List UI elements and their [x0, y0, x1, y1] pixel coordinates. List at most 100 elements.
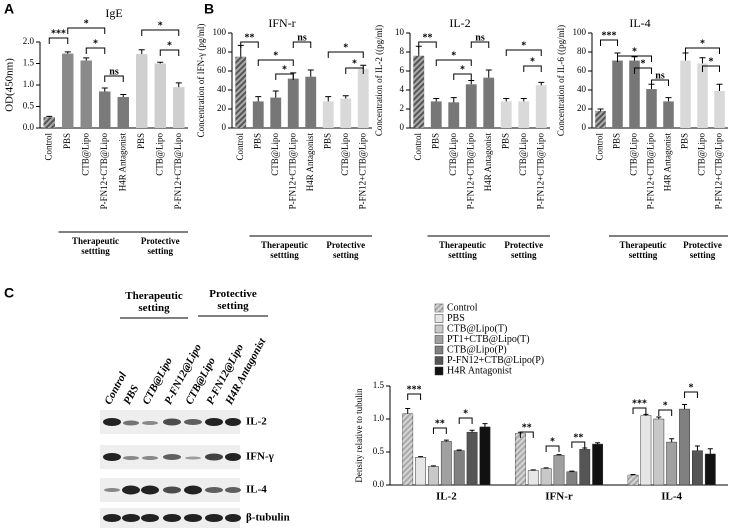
significance-bracket	[684, 391, 698, 398]
significance-bracket	[67, 27, 106, 34]
chart-title: IL-2	[449, 16, 470, 30]
error-bar	[543, 467, 549, 469]
group-label: Protective setting	[140, 236, 180, 256]
y-tick-label: 0	[400, 122, 405, 132]
error-bar	[450, 97, 457, 103]
significance-label: *	[688, 382, 693, 393]
band	[123, 420, 139, 426]
y-tick-label: 2	[400, 103, 405, 113]
x-tick-label: CTB@Lipo	[448, 133, 458, 176]
bar	[428, 466, 439, 486]
error-bar	[520, 98, 527, 102]
band	[141, 485, 159, 495]
band	[184, 419, 202, 425]
y-tick-label: 20	[577, 103, 587, 113]
legend-label: H4R Antagonist	[447, 365, 512, 376]
x-tick-label: H4R Antagonist	[117, 133, 127, 192]
y-tick-label: 0.0	[23, 122, 35, 132]
bar	[704, 453, 716, 486]
significance-label: **	[435, 418, 445, 429]
error-bar	[656, 416, 662, 419]
band	[122, 514, 140, 522]
x-tick-label: P-FN12+CTB@Lipo	[173, 133, 183, 210]
bar	[154, 63, 166, 128]
group-label: Protective setting	[504, 240, 544, 260]
y-tick-label: 0.0	[373, 479, 385, 489]
group-label: Protective setting	[326, 240, 366, 260]
legend-swatch	[434, 366, 444, 376]
bar	[340, 98, 352, 128]
error-bar	[456, 449, 462, 451]
significance-label: ns	[655, 70, 665, 81]
y-axis-label: Concentration of IL-6 ((pg/ml)	[556, 25, 566, 136]
bar	[440, 441, 452, 486]
legend-label: Control	[447, 302, 478, 313]
x-tick-label: P-FN12+CTB@Lipo	[99, 133, 109, 210]
bar	[173, 87, 185, 128]
x-tick-label: CTB@Lipo	[697, 133, 707, 176]
y-tick-label: 4	[400, 84, 405, 94]
band	[142, 421, 158, 425]
y-tick-label: 80	[577, 46, 587, 56]
error-bar	[682, 403, 688, 410]
significance-bracket	[702, 65, 720, 72]
significance-bracket	[658, 409, 673, 416]
significance-bracket	[685, 47, 720, 54]
significance-label: *	[709, 56, 714, 67]
bar	[448, 102, 460, 128]
x-tick-label: P-FN12+CTB@Lipo	[287, 133, 297, 210]
y-tick-label: 1.0	[23, 79, 35, 89]
error-bar	[468, 80, 475, 85]
error-bar	[255, 96, 262, 102]
bar	[518, 101, 530, 128]
error-bar	[538, 81, 545, 86]
significance-label: *	[700, 38, 705, 49]
x-tick-label: Control	[595, 133, 605, 161]
significance-bracket	[432, 427, 447, 434]
bar	[566, 471, 578, 486]
significance-label: **	[423, 32, 433, 43]
error-bar	[582, 447, 588, 450]
x-tick-label: IFN-r	[545, 491, 573, 503]
bar	[483, 77, 495, 128]
x-tick-label: CTB@Lipo	[80, 133, 90, 176]
significance-bracket	[470, 41, 490, 48]
significance-bracket	[545, 445, 560, 452]
x-tick-label: PBS	[252, 133, 262, 149]
error-bar	[482, 423, 488, 427]
x-tick-label: Control	[43, 133, 53, 161]
band	[184, 514, 202, 522]
y-tick-label: 0	[222, 122, 227, 132]
error-bar	[595, 442, 601, 445]
error-bar	[556, 454, 562, 456]
legend-label: CTB@Lipo(T)	[447, 323, 507, 334]
x-tick-label: CTB@Lipo	[340, 133, 350, 176]
western-blot	[100, 315, 268, 528]
y-tick-label: 1.5	[23, 58, 35, 68]
significance-label: ns	[475, 32, 485, 43]
bar-hatch	[402, 413, 413, 485]
blot-bands	[103, 418, 241, 522]
bar	[415, 457, 426, 486]
band	[104, 488, 120, 492]
x-tick-label: PBS	[612, 133, 622, 149]
significance-bracket	[418, 41, 437, 48]
legend-swatch	[434, 324, 444, 334]
error-bar	[325, 96, 332, 102]
y-tick-label: 60	[217, 65, 227, 75]
band	[205, 453, 223, 461]
band	[163, 486, 181, 494]
x-tick-label: Control	[235, 133, 245, 161]
band	[123, 456, 139, 460]
y-tick-label: 6	[400, 65, 405, 75]
bar	[479, 426, 491, 486]
error-bar	[430, 465, 436, 467]
x-tick-label: PBS	[136, 133, 146, 149]
x-tick-label: P-FN12+CTB@Lipo	[465, 133, 475, 210]
legend-hatch	[435, 304, 443, 312]
error-bar	[631, 56, 638, 61]
error-bar	[307, 69, 314, 77]
x-tick-label: IL-4	[661, 491, 682, 503]
legend-label: PBS	[447, 313, 465, 324]
x-tick-label: PBS	[680, 133, 690, 149]
